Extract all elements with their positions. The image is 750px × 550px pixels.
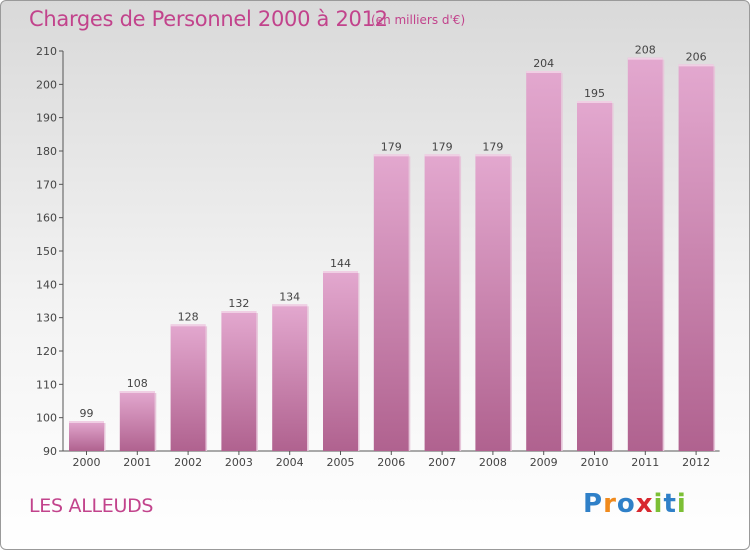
chart-axes: 90 100 110 120 130 140 150 160 170 180 190 200 210 bbox=[36, 45, 720, 458]
bar-top-highlight bbox=[170, 324, 206, 327]
bar-edge bbox=[713, 66, 716, 451]
bar bbox=[424, 154, 460, 452]
x-tick-label: 2000 bbox=[73, 456, 101, 469]
bar-edge bbox=[561, 73, 563, 451]
data-label: 134 bbox=[279, 290, 300, 303]
y-tick-label: 170 bbox=[36, 178, 57, 191]
bar bbox=[526, 71, 562, 451]
bar-top-highlight bbox=[373, 154, 409, 157]
logo-letter: x bbox=[635, 489, 654, 519]
bar-edge bbox=[307, 306, 309, 451]
bar-top-highlight bbox=[119, 391, 155, 393]
proxiti-logo[interactable]: Proxiti bbox=[583, 489, 687, 519]
bar-top-highlight bbox=[678, 64, 714, 67]
bar bbox=[272, 304, 308, 451]
logo-letter: o bbox=[616, 489, 636, 519]
chart-title: Charges de Personnel 2000 à 2012 bbox=[29, 7, 388, 31]
bar-top-highlight bbox=[475, 154, 511, 157]
y-tick-label: 110 bbox=[36, 378, 57, 391]
y-tick-label: 210 bbox=[36, 45, 57, 58]
x-tick-label: 2004 bbox=[276, 456, 304, 469]
bar-edge bbox=[612, 103, 614, 451]
bar-top-highlight bbox=[221, 311, 257, 313]
x-tick-label: 2009 bbox=[530, 456, 558, 469]
bar-top-highlight bbox=[272, 304, 308, 307]
bar-top-highlight bbox=[69, 421, 104, 423]
bar-edge bbox=[154, 393, 157, 451]
x-tick-label: 2012 bbox=[682, 456, 710, 469]
y-tick-label: 90 bbox=[43, 445, 57, 458]
y-tick-label: 120 bbox=[36, 345, 57, 358]
bar-edge bbox=[662, 59, 665, 452]
data-label: 179 bbox=[432, 140, 453, 153]
data-label: 144 bbox=[330, 257, 351, 270]
x-tick-label: 2002 bbox=[174, 456, 202, 469]
data-label: 132 bbox=[228, 297, 249, 310]
y-tick-label: 100 bbox=[36, 412, 57, 425]
bar-top-highlight bbox=[627, 57, 663, 60]
x-tick-label: 2011 bbox=[631, 456, 659, 469]
x-tick-label: 2007 bbox=[428, 456, 456, 469]
y-tick-label: 190 bbox=[36, 112, 57, 125]
data-label: 128 bbox=[178, 310, 199, 323]
bar-edge bbox=[408, 156, 411, 452]
bar bbox=[627, 57, 663, 452]
bar-edge bbox=[104, 423, 106, 451]
y-tick-label: 180 bbox=[36, 145, 57, 158]
data-label: 206 bbox=[686, 50, 707, 63]
labels-group: 99 2000 108 2001 128 2002 132 2003 134 2004 144 200… bbox=[73, 44, 711, 469]
x-tick-label: 2001 bbox=[123, 456, 151, 469]
bar-edge bbox=[358, 273, 360, 451]
data-label: 179 bbox=[482, 140, 503, 153]
bar bbox=[170, 324, 206, 451]
bar-top-highlight bbox=[526, 71, 562, 73]
logo-letter: P bbox=[583, 489, 604, 519]
bar-top-highlight bbox=[424, 154, 460, 157]
bar bbox=[678, 64, 714, 452]
x-tick-label: 2005 bbox=[327, 456, 355, 469]
data-label: 204 bbox=[533, 57, 554, 70]
location-name: LES ALLEUDS bbox=[29, 495, 154, 517]
y-tick-label: 140 bbox=[36, 278, 57, 291]
bar bbox=[323, 271, 358, 451]
data-label: 208 bbox=[635, 44, 656, 57]
data-label: 108 bbox=[127, 377, 148, 390]
bar-edge bbox=[256, 313, 258, 451]
logo-letter: t bbox=[663, 489, 677, 519]
bar bbox=[577, 101, 612, 451]
x-tick-label: 2008 bbox=[479, 456, 507, 469]
data-label: 99 bbox=[80, 407, 94, 420]
y-tick-label: 160 bbox=[36, 212, 57, 225]
logo-letter: i bbox=[653, 489, 664, 519]
bar-top-highlight bbox=[323, 271, 358, 273]
bar bbox=[69, 421, 104, 451]
bar bbox=[373, 154, 409, 452]
y-tick-label: 150 bbox=[36, 245, 57, 258]
bar-edge bbox=[510, 156, 512, 452]
x-tick-label: 2006 bbox=[377, 456, 405, 469]
bar-top-highlight bbox=[577, 101, 612, 103]
x-tick-label: 2003 bbox=[225, 456, 253, 469]
bar bbox=[119, 391, 155, 451]
chart-subtitle: (en milliers d'€) bbox=[371, 13, 466, 27]
y-tick-label: 130 bbox=[36, 312, 57, 325]
bar bbox=[221, 311, 257, 451]
data-label: 179 bbox=[381, 140, 402, 153]
data-label: 195 bbox=[584, 87, 605, 100]
logo-letter: r bbox=[603, 489, 617, 519]
bar-edge bbox=[459, 156, 462, 452]
x-tick-label: 2010 bbox=[581, 456, 609, 469]
bar-edge bbox=[205, 326, 208, 451]
bars-group bbox=[69, 57, 716, 452]
y-tick-label: 200 bbox=[36, 78, 57, 91]
bar bbox=[475, 154, 511, 452]
logo-letter: i bbox=[676, 489, 687, 519]
